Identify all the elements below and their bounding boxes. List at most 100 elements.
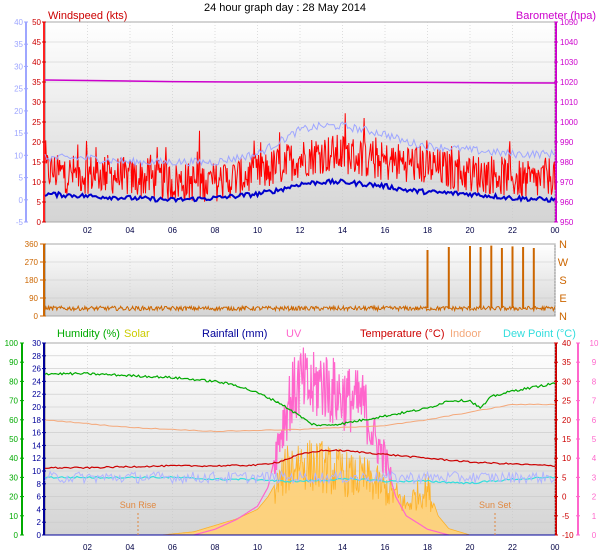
wind-x-tick-label: 08 [211,226,220,235]
windspeed-tick-label: 20 [32,138,41,147]
direction-tick-label: 360 [25,240,39,249]
barometer-tick-label: 970 [560,178,574,187]
multi-x-tick-label: 14 [338,543,347,552]
rainfall-tick-label: 4 [37,505,42,514]
direction-compass-label: E [559,293,566,305]
legend-label: UV [286,328,302,340]
uv-tick-label: 6 [592,416,597,425]
humidity-tick-label: 80 [9,377,18,386]
wind-x-tick-label: 06 [168,226,177,235]
page-title: 24 hour graph day : 28 May 2014 [204,2,366,14]
wind-x-tick-label: 12 [296,226,305,235]
rainfall-tick-label: 8 [37,480,42,489]
direction-compass-label: N [559,311,567,323]
windspeed-tick-label: 10 [32,178,41,187]
wind-x-tick-label: 16 [381,226,390,235]
multi-x-tick-label: 12 [296,543,305,552]
uv-tick-label: 9 [592,358,597,367]
barometer-tick-label: 1000 [560,118,578,127]
rainfall-tick-label: 22 [32,390,41,399]
uv-series-line [193,347,449,536]
windspeed-tick-label: 50 [32,18,41,27]
outer-left-tick-label: 15 [14,129,23,138]
wind-x-tick-label: 22 [508,226,517,235]
temperature-tick-label: 15 [562,435,571,444]
rainfall-tick-label: 12 [32,454,41,463]
rainfall-tick-label: 16 [32,429,41,438]
wind-direction-series-line [44,304,556,313]
windspeed-tick-label: 30 [32,98,41,107]
temperature-tick-label: 5 [562,473,567,482]
uv-tick-label: 8 [592,377,597,386]
outer-left-tick-label: -5 [16,218,24,227]
barometer-series-line [44,79,556,84]
rainfall-tick-label: 28 [32,352,41,361]
legend-label: Solar [124,328,150,340]
windspeed-tick-label: 40 [32,58,41,67]
legend-label: Indoor [450,328,482,340]
multi-x-tick-label: 02 [83,543,92,552]
direction-compass-label: N [559,239,567,251]
windspeed-tick-label: 5 [37,198,42,207]
windspeed-tick-label: 0 [37,218,42,227]
windspeed-average-series-line [44,177,556,204]
temperature-tick-label: 35 [562,358,571,367]
uv-tick-label: 10 [590,339,599,348]
apparent-series-line [44,469,556,485]
outer-left-tick-label: 25 [14,85,23,94]
temperature-tick-label: -10 [562,531,574,540]
wind-x-tick-label: 18 [423,226,432,235]
barometer-tick-label: 1020 [560,78,578,87]
humidity-tick-label: 10 [9,512,18,521]
wind-x-tick-label: 20 [466,226,475,235]
uv-tick-label: 3 [592,473,597,482]
humidity-tick-label: 40 [9,454,18,463]
gust-average-series-line [44,121,556,167]
humidity-series-line [44,371,556,427]
wind-x-tick-label: 10 [253,226,262,235]
humidity-tick-label: 70 [9,397,18,406]
temperature-tick-label: 25 [562,397,571,406]
barometer-tick-label: 980 [560,158,574,167]
barometer-tick-label: 1050 [560,18,578,27]
sunrise-label: Sun Rise [120,500,157,510]
windspeed-tick-label: 35 [32,78,41,87]
outer-left-tick-label: 30 [14,62,23,71]
rainfall-tick-label: 30 [32,339,41,348]
temperature-tick-label: 0 [562,493,567,502]
legend-label: Dew Point (°C) [503,328,576,340]
outer-left-tick-label: 40 [14,18,23,27]
rainfall-tick-label: 2 [37,518,42,527]
barometer-axis-title: Barometer (hpa) [516,10,596,22]
multi-panel: Humidity (%) Solar Rainfall (mm) UV Temperat… [5,328,599,552]
multi-x-tick-label: 08 [211,543,220,552]
temperature-tick-label: 10 [562,454,571,463]
direction-tick-label: 180 [25,276,39,285]
uv-tick-label: 0 [592,531,597,540]
wind-x-tick-label: 14 [338,226,347,235]
uv-tick-label: 5 [592,435,597,444]
windspeed-tick-label: 45 [32,38,41,47]
rainfall-tick-label: 24 [32,377,41,386]
temperature-tick-label: 40 [562,339,571,348]
multi-x-tick-label: 04 [126,543,135,552]
wind-panel: Windspeed (kts) Barometer (hpa) 40 35 30 25… [14,10,596,235]
rainfall-tick-label: 14 [32,441,41,450]
outer-left-tick-label: 35 [14,40,23,49]
uv-tick-label: 2 [592,493,597,502]
windspeed-series-line [44,113,556,202]
outer-left-tick-label: 20 [14,107,23,116]
outer-left-tick-label: 0 [19,196,24,205]
humidity-tick-label: 30 [9,473,18,482]
dew-point-series-line [44,475,556,485]
humidity-tick-label: 100 [5,339,19,348]
outer-left-tick-label: 10 [14,151,23,160]
legend-label: Rainfall (mm) [202,328,267,340]
windspeed-tick-label: 25 [32,118,41,127]
barometer-tick-label: 1030 [560,58,578,67]
uv-tick-label: 1 [592,512,597,521]
legend-label: Temperature (°C) [360,328,444,340]
rainfall-tick-label: 10 [32,467,41,476]
humidity-tick-label: 50 [9,435,18,444]
